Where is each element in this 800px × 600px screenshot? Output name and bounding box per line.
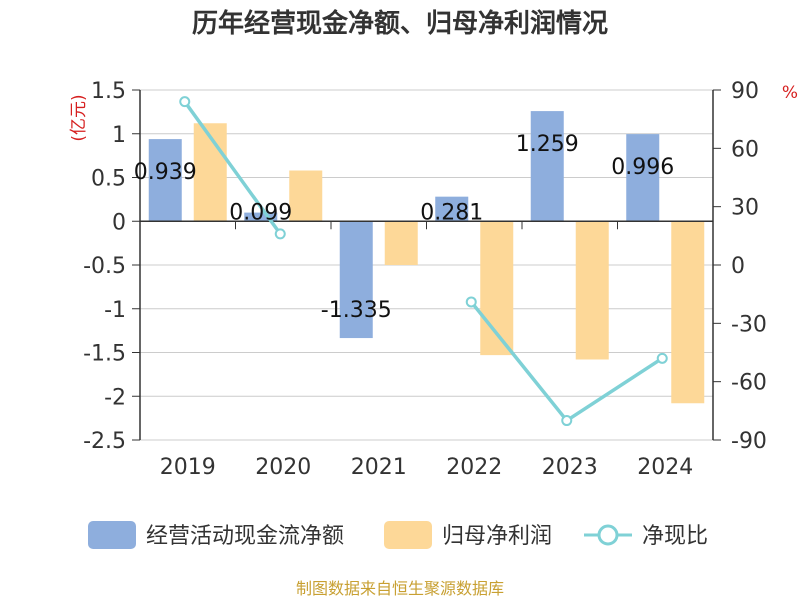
left-tick-label: 1.5 <box>91 79 126 104</box>
axes <box>132 89 721 441</box>
left-tick-label: -0.5 <box>83 254 126 279</box>
ratio-line <box>179 96 668 427</box>
right-tick-label: 0 <box>731 254 745 279</box>
data-labels: 0.939 0.099 -1.335 0.281 1.259 0.996 <box>134 132 674 323</box>
right-tick-label: 90 <box>731 79 759 104</box>
left-tick-label: -1 <box>104 298 126 323</box>
right-axis-unit: % <box>782 83 798 103</box>
left-tick-label: 0 <box>112 210 126 235</box>
left-tick-label: 0.5 <box>91 167 126 192</box>
ratio-point <box>274 228 286 240</box>
right-tick-label: -60 <box>731 371 767 396</box>
bar-cashflow <box>435 196 469 222</box>
ratio-point <box>656 352 668 364</box>
bar-cashflow <box>244 212 278 222</box>
chart-title: 历年经营现金净额、归母净利润情况 <box>192 8 608 39</box>
bar-net-profit <box>671 221 705 404</box>
bar-cashflow <box>626 134 660 222</box>
legend-swatch <box>88 521 136 549</box>
bar-net-profit <box>575 221 609 360</box>
ratio-line-segment <box>183 100 282 235</box>
data-label: 0.281 <box>420 200 483 225</box>
source-note: 制图数据来自恒生聚源数据库 <box>296 579 504 598</box>
right-tick-label: 60 <box>731 137 759 162</box>
right-tick-label: -90 <box>731 429 767 454</box>
bar-cashflow <box>530 111 564 222</box>
bar-net-profit <box>384 221 418 265</box>
left-tick-label: -2.5 <box>83 429 126 454</box>
data-label: 1.259 <box>516 132 579 157</box>
right-tick-label: 30 <box>731 196 759 221</box>
x-tick-label: 2021 <box>351 455 407 480</box>
tick-labels: 1.5 1 0.5 0 -0.5 -1 -1.5 -2 -2.5 90 60 30 0 -30 -60 -90… <box>83 79 767 480</box>
left-tick-label: -2 <box>104 385 126 410</box>
x-tick-label: 2019 <box>160 455 216 480</box>
x-tick-label: 2024 <box>637 455 693 480</box>
data-label: -1.335 <box>321 298 392 323</box>
legend-marker <box>597 524 619 546</box>
bar-net-profit <box>289 170 323 222</box>
left-axis-unit: (亿元) <box>69 94 89 141</box>
x-tick-label: 2023 <box>542 455 598 480</box>
data-label: 0.996 <box>611 155 674 180</box>
legend-label: 归母净利润 <box>442 524 552 549</box>
legend-swatch <box>384 521 432 549</box>
left-tick-label: 1 <box>112 123 126 148</box>
right-tick-label: -30 <box>731 312 767 337</box>
legend: 经营活动现金流净额 归母净利润 净现比 <box>88 521 708 549</box>
left-tick-label: -1.5 <box>83 342 126 367</box>
x-tick-label: 2022 <box>446 455 502 480</box>
legend-label: 净现比 <box>642 524 708 549</box>
ratio-point <box>179 96 191 108</box>
ratio-point <box>561 415 573 427</box>
bars <box>148 111 705 404</box>
data-label: 0.939 <box>134 160 197 185</box>
bar-cashflow <box>339 221 373 339</box>
x-tick-label: 2020 <box>255 455 311 480</box>
bar-cashflow <box>148 139 182 222</box>
legend-label: 经营活动现金流净额 <box>146 524 344 549</box>
data-label: 0.099 <box>229 200 292 225</box>
ratio-point <box>465 296 477 308</box>
